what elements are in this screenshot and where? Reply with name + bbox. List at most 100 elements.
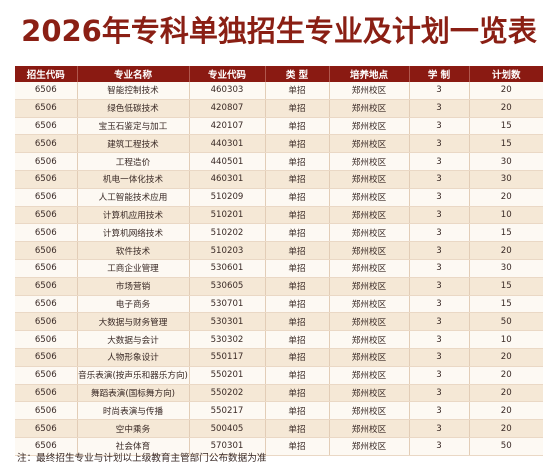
cell-recruit-code: 6506	[15, 366, 78, 385]
cell-type: 单招	[265, 152, 330, 171]
cell-type: 单招	[265, 206, 330, 225]
cell-major-name: 工商企业管理	[77, 259, 190, 278]
cell-recruit-code: 6506	[15, 134, 78, 154]
cell-major-code: 510203	[189, 241, 266, 260]
cell-major-name: 建筑工程技术	[77, 134, 190, 154]
cell-major-name: 计算机应用技术	[77, 206, 190, 225]
cell-recruit-code: 6506	[15, 419, 78, 438]
table-row: 6506 社会体育 570301 单招 郑州校区 3 50	[15, 437, 543, 456]
cell-plan-count: 30	[469, 259, 543, 278]
cell-plan-count: 30	[469, 170, 543, 189]
cell-type: 单招	[265, 134, 330, 154]
cell-major-code: 530601	[189, 259, 266, 278]
cell-major-name: 社会体育	[77, 437, 190, 456]
cell-duration: 3	[409, 401, 470, 421]
cell-campus: 郑州校区	[329, 366, 410, 385]
cell-major-name: 软件技术	[77, 241, 190, 260]
cell-plan-count: 20	[469, 241, 543, 260]
cell-major-code: 530302	[189, 330, 266, 349]
cell-plan-count: 50	[469, 437, 543, 456]
cell-type: 单招	[265, 366, 330, 385]
cell-major-code: 460301	[189, 170, 266, 189]
cell-major-code: 530301	[189, 312, 266, 332]
cell-major-code: 420807	[189, 99, 266, 118]
cell-major-code: 510209	[189, 188, 266, 207]
cell-campus: 郑州校区	[329, 134, 410, 154]
table-row: 6506 工商企业管理 530601 单招 郑州校区 3 30	[15, 259, 543, 278]
header-cell-major-name: 专业名称	[77, 66, 190, 82]
enrollment-plan-table: 招生代码 专业名称 专业代码 类 型 培养地点 学 制 计划数 6506 智能控制…	[15, 66, 543, 456]
header-cell-duration: 学 制	[409, 66, 470, 82]
table-row: 6506 绿色低碳技术 420807 单招 郑州校区 3 20	[15, 99, 543, 118]
cell-major-code: 550201	[189, 366, 266, 385]
cell-campus: 郑州校区	[329, 152, 410, 171]
cell-campus: 郑州校区	[329, 401, 410, 421]
cell-plan-count: 15	[469, 134, 543, 154]
cell-plan-count: 20	[469, 366, 543, 385]
cell-duration: 3	[409, 82, 470, 100]
cell-recruit-code: 6506	[15, 188, 78, 207]
cell-campus: 郑州校区	[329, 312, 410, 332]
cell-campus: 郑州校区	[329, 259, 410, 278]
cell-major-name: 机电一体化技术	[77, 170, 190, 189]
cell-type: 单招	[265, 241, 330, 260]
cell-major-name: 绿色低碳技术	[77, 99, 190, 118]
cell-plan-count: 30	[469, 152, 543, 171]
header-cell-major-code: 专业代码	[189, 66, 266, 82]
cell-plan-count: 10	[469, 330, 543, 349]
cell-duration: 3	[409, 348, 470, 367]
table-row: 6506 大数据与财务管理 530301 单招 郑州校区 3 50	[15, 312, 543, 332]
cell-type: 单招	[265, 223, 330, 243]
cell-plan-count: 50	[469, 312, 543, 332]
cell-major-name: 人工智能技术应用	[77, 188, 190, 207]
cell-major-code: 510201	[189, 206, 266, 225]
cell-major-code: 530701	[189, 295, 266, 314]
cell-type: 单招	[265, 419, 330, 438]
table-row: 6506 时尚表演与传播 550217 单招 郑州校区 3 20	[15, 401, 543, 421]
cell-duration: 3	[409, 152, 470, 171]
table-row: 6506 智能控制技术 460303 单招 郑州校区 3 20	[15, 82, 543, 100]
cell-campus: 郑州校区	[329, 419, 410, 438]
cell-campus: 郑州校区	[329, 99, 410, 118]
page-title: 2026年专科单独招生专业及计划一览表	[21, 14, 537, 48]
cell-plan-count: 20	[469, 188, 543, 207]
cell-major-name: 市场营销	[77, 277, 190, 296]
cell-plan-count: 20	[469, 401, 543, 421]
table-row: 6506 音乐表演(按声乐和器乐方向) 550201 单招 郑州校区 3 20	[15, 366, 543, 385]
cell-duration: 3	[409, 134, 470, 154]
table-row: 6506 计算机网络技术 510202 单招 郑州校区 3 15	[15, 223, 543, 243]
cell-campus: 郑州校区	[329, 117, 410, 136]
cell-major-code: 510202	[189, 223, 266, 243]
cell-recruit-code: 6506	[15, 401, 78, 421]
cell-campus: 郑州校区	[329, 277, 410, 296]
cell-major-code: 420107	[189, 117, 266, 136]
cell-duration: 3	[409, 295, 470, 314]
table-row: 6506 人物形象设计 550117 单招 郑州校区 3 20	[15, 348, 543, 367]
cell-recruit-code: 6506	[15, 330, 78, 349]
table-row: 6506 大数据与会计 530302 单招 郑州校区 3 10	[15, 330, 543, 349]
cell-plan-count: 15	[469, 277, 543, 296]
cell-major-code: 500405	[189, 419, 266, 438]
cell-campus: 郑州校区	[329, 295, 410, 314]
header-cell-recruit-code: 招生代码	[15, 66, 78, 82]
cell-type: 单招	[265, 259, 330, 278]
cell-major-name: 宝玉石鉴定与加工	[77, 117, 190, 136]
cell-recruit-code: 6506	[15, 259, 78, 278]
cell-type: 单招	[265, 295, 330, 314]
cell-major-code: 440501	[189, 152, 266, 171]
table-row: 6506 人工智能技术应用 510209 单招 郑州校区 3 20	[15, 188, 543, 207]
cell-type: 单招	[265, 170, 330, 189]
cell-type: 单招	[265, 330, 330, 349]
cell-campus: 郑州校区	[329, 82, 410, 100]
cell-duration: 3	[409, 99, 470, 118]
cell-major-code: 440301	[189, 134, 266, 154]
cell-recruit-code: 6506	[15, 241, 78, 260]
table-row: 6506 市场营销 530605 单招 郑州校区 3 15	[15, 277, 543, 296]
table-row: 6506 空中乘务 500405 单招 郑州校区 3 20	[15, 419, 543, 438]
cell-campus: 郑州校区	[329, 206, 410, 225]
table-row: 6506 舞蹈表演(国标舞方向) 550202 单招 郑州校区 3 20	[15, 384, 543, 403]
cell-major-code: 550217	[189, 401, 266, 421]
cell-campus: 郑州校区	[329, 384, 410, 403]
cell-recruit-code: 6506	[15, 295, 78, 314]
table-row: 6506 机电一体化技术 460301 单招 郑州校区 3 30	[15, 170, 543, 189]
